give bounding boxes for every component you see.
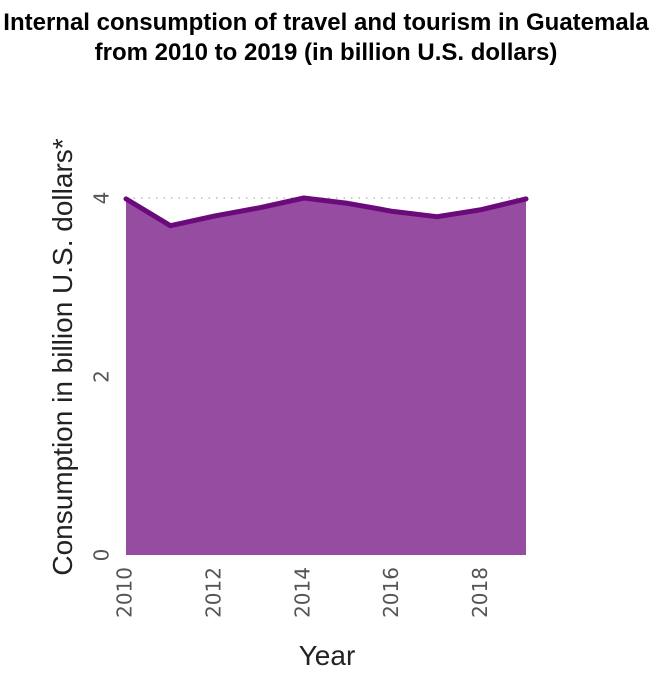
y-tick-label-2: 2 <box>90 370 114 383</box>
x-tick-label-2014: 2014 <box>290 567 314 618</box>
x-tick-label-2012: 2012 <box>201 567 225 618</box>
x-axis-ticks: 2010 2012 2014 2016 2018 <box>113 567 493 618</box>
x-axis-label: Year <box>299 640 356 671</box>
x-tick-label-2010: 2010 <box>113 567 137 618</box>
y-tick-label-0: 0 <box>90 549 114 562</box>
chart-title: Internal consumption of travel and touri… <box>3 9 649 66</box>
y-tick-label-4: 4 <box>90 192 114 205</box>
area-fill <box>126 198 526 555</box>
y-axis-label: Consumption in billion U.S. dollars* <box>47 138 78 575</box>
x-tick-label-2018: 2018 <box>468 567 492 618</box>
series-line <box>123 195 529 229</box>
x-tick-label-2016: 2016 <box>379 567 403 618</box>
y-axis-ticks: 0 2 4 <box>90 192 114 562</box>
